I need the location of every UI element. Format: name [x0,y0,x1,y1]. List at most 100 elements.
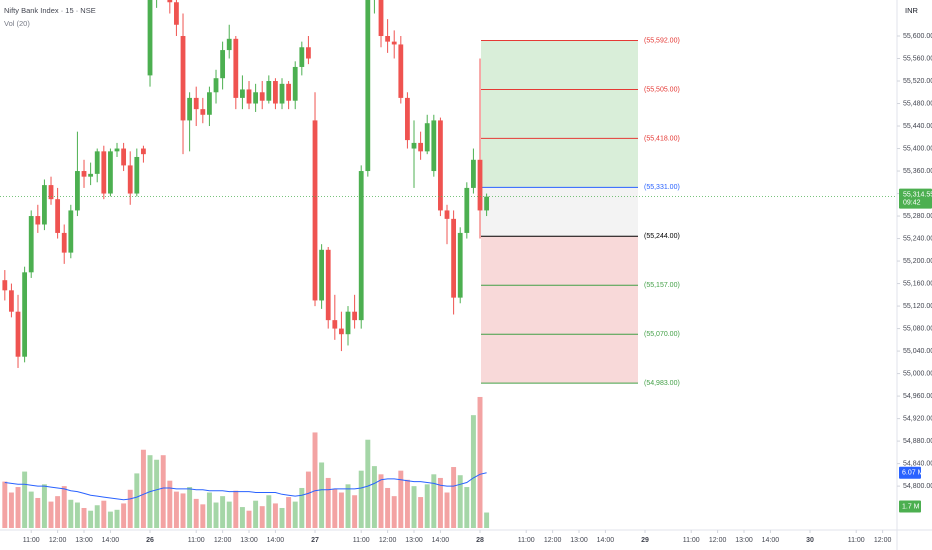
volume-bar [424,484,430,528]
candle-body [279,83,285,104]
volume-bar [114,509,120,528]
volume-bar [193,498,199,528]
candle-body [471,159,476,188]
volume-bar [266,495,272,528]
candle-body [167,0,173,3]
candle-body [253,92,259,104]
zone-fill [481,236,638,286]
volume-bar [74,502,80,528]
candle-body [339,328,344,335]
y-tick-label: 55,160.00 [903,280,932,287]
candle-body [220,50,226,79]
y-tick-label: 54,840.00 [903,460,932,467]
candle-body [2,280,8,291]
x-tick-label: 12:00 [709,537,727,544]
candle-body [108,151,113,194]
zone-fill [481,187,638,237]
candle-body [134,156,140,194]
volume-bar [299,487,305,528]
level-label: (55,331.00) [644,184,680,191]
candle-body [42,185,47,225]
volume-bar [180,493,186,528]
y-tick-label: 55,040.00 [903,348,932,355]
candle-body [81,171,87,177]
volume-label: 1.7 M [902,503,920,510]
volume-bar [233,490,239,528]
x-tick-label: 13:00 [570,537,588,544]
volume-bar [246,510,252,528]
last-price-label: 55,314.55 [903,191,932,198]
candle-body [312,120,318,301]
level-label: (54,983.00) [644,380,680,387]
volume-bar [411,486,417,528]
y-tick-label: 55,240.00 [903,235,932,242]
candle-body [15,311,21,357]
candle-body [141,148,146,155]
volume-bar [332,488,338,528]
x-tick-label: 11:00 [353,537,370,544]
volume-bar [35,497,41,528]
level-label: (55,157.00) [644,282,680,289]
candle-body [259,92,265,101]
candle-body [114,148,120,152]
candle-body [48,185,54,200]
volume-bar [272,503,278,528]
x-tick-label: 13:00 [240,537,258,544]
volume-bar [15,487,21,528]
volume-bar [345,484,351,528]
y-tick-label: 55,000.00 [903,370,932,377]
volume-bar [418,497,424,528]
candle-body [75,171,80,211]
volume-bar [437,477,443,528]
volume-ma-line [4,472,487,501]
level-label: (55,244.00) [644,233,680,240]
candle-body [200,109,206,115]
candle-body [391,41,397,45]
volume-bar [154,459,160,528]
volume-bar [404,479,410,528]
volume-bar [200,504,206,528]
candle-body [306,47,311,59]
volume-bar [358,470,364,528]
x-tick-label: 14:00 [267,537,285,544]
candle-body [88,173,94,177]
candle-body [174,2,179,25]
x-tick-label: 11:00 [848,537,865,544]
zone-fill [481,89,638,139]
volume-pane [2,396,490,528]
last-price-badge [899,188,932,209]
y-tick-label: 55,200.00 [903,258,932,265]
candle-body [55,199,61,233]
candle-body [451,218,457,298]
volume-bar [279,507,285,528]
x-tick-label: 12:00 [874,537,892,544]
candle-body [477,159,483,211]
volume-bar [41,484,47,528]
candle-body [325,249,331,321]
volume-bar [22,471,28,528]
candle-body [22,272,28,357]
level-label: (55,070.00) [644,331,680,338]
volume-bar [444,492,450,528]
volume-bar [338,492,344,528]
countdown: 09:42 [903,199,921,206]
volume-bar [28,491,34,528]
x-tick-label: 14:00 [762,537,780,544]
candle-body [213,78,219,93]
candle-body [345,311,351,335]
volume-bar [48,501,54,528]
candle-body [358,171,364,321]
volume-bar [134,473,140,528]
volume-bar [2,481,8,528]
volume-bar [371,466,377,528]
currency: INR [905,6,919,15]
volume-bar [391,496,397,528]
candle-body [457,232,463,298]
zone-fill [481,138,638,188]
level-label: (55,505.00) [644,86,680,93]
volume-bar [220,496,226,528]
volume-bar [239,507,245,528]
candle-body [398,44,404,98]
x-tick-label: 27 [311,537,319,544]
